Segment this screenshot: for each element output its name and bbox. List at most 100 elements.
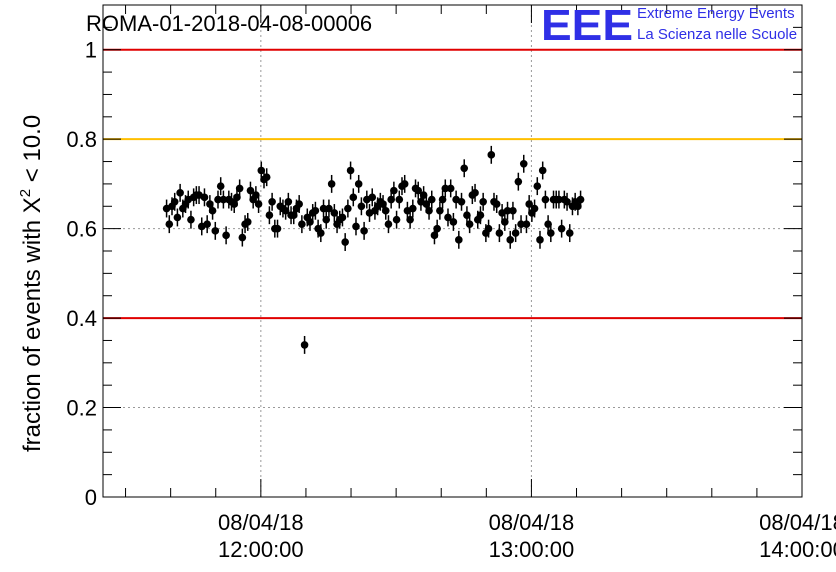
data-marker <box>387 195 395 204</box>
data-marker <box>525 200 533 208</box>
data-point <box>187 210 195 229</box>
data-point <box>338 208 347 227</box>
data-point <box>357 197 366 216</box>
data-marker <box>319 204 328 213</box>
data-marker <box>360 227 368 235</box>
data-point <box>344 199 352 218</box>
y-tick-label: 1 <box>85 38 97 63</box>
data-point <box>222 226 230 245</box>
data-point <box>214 190 222 209</box>
data-point <box>300 335 309 354</box>
data-marker <box>487 151 496 159</box>
data-marker <box>433 224 441 233</box>
data-marker <box>284 198 293 206</box>
data-point <box>298 215 306 234</box>
data-point <box>317 224 325 243</box>
data-point <box>538 161 547 180</box>
data-marker <box>252 191 260 199</box>
data-marker <box>243 218 252 226</box>
data-point <box>268 192 276 211</box>
data-marker <box>406 215 414 224</box>
data-point <box>243 212 252 231</box>
data-marker <box>522 220 531 228</box>
data-point <box>252 186 260 205</box>
data-point <box>519 154 528 173</box>
data-point <box>200 188 209 207</box>
data-point <box>530 199 539 218</box>
axis-ticks <box>103 4 803 498</box>
data-marker <box>170 198 179 206</box>
data-point <box>533 177 542 196</box>
y-axis-label-main: fraction of events with X <box>19 197 46 452</box>
data-points <box>162 145 585 354</box>
data-point <box>438 190 447 209</box>
data-point <box>536 230 544 249</box>
data-marker <box>219 195 228 204</box>
data-point <box>541 190 550 209</box>
data-point <box>506 230 515 249</box>
data-point <box>254 195 263 213</box>
data-marker <box>547 229 555 237</box>
data-marker <box>211 227 220 235</box>
data-marker <box>476 211 485 220</box>
data-marker <box>395 195 404 204</box>
data-marker <box>465 220 474 228</box>
data-point <box>503 201 512 220</box>
data-marker <box>346 166 355 175</box>
plot-frame <box>102 4 803 498</box>
data-marker <box>430 231 439 240</box>
data-marker <box>519 159 528 168</box>
data-point <box>487 145 496 164</box>
data-marker <box>265 211 274 220</box>
data-point <box>433 219 441 238</box>
data-marker <box>173 213 182 222</box>
data-point <box>511 224 520 243</box>
data-point <box>406 210 414 229</box>
data-point <box>557 219 566 238</box>
data-marker <box>354 180 363 188</box>
data-point <box>449 212 458 231</box>
data-marker <box>441 184 450 193</box>
data-marker <box>368 193 377 202</box>
data-point <box>327 174 336 193</box>
y-tick-label: 0 <box>85 485 97 510</box>
data-marker <box>557 224 566 233</box>
x-tick-labels: 08/04/1812:00:0008/04/1813:00:0008/04/18… <box>218 510 836 562</box>
data-point <box>203 215 211 234</box>
data-marker <box>200 193 209 202</box>
data-marker <box>206 200 214 208</box>
data-point <box>455 230 463 249</box>
data-point <box>211 221 220 240</box>
data-point <box>262 168 271 187</box>
data-marker <box>295 200 303 208</box>
data-marker <box>455 236 463 244</box>
data-marker <box>327 180 336 188</box>
data-marker <box>344 204 352 213</box>
data-marker <box>436 206 444 215</box>
data-marker <box>317 229 325 237</box>
data-marker <box>514 177 523 186</box>
data-point <box>235 179 244 198</box>
data-marker <box>501 218 509 226</box>
data-point <box>476 206 485 225</box>
eee-logo-mark: EEE <box>541 1 633 50</box>
chart-title: ROMA-01-2018-04-08-00006 <box>86 11 372 36</box>
eee-logo-line1: Extreme Energy Events <box>637 5 795 22</box>
data-marker <box>289 211 298 220</box>
data-point <box>495 224 504 243</box>
data-point <box>311 201 320 220</box>
data-point <box>484 219 493 238</box>
data-marker <box>422 200 431 208</box>
data-marker <box>352 222 360 231</box>
data-point <box>576 190 585 209</box>
data-point <box>387 190 395 209</box>
x-tick-label-time: 12:00:00 <box>218 537 304 562</box>
data-marker <box>574 202 582 211</box>
data-point <box>465 215 474 234</box>
data-point <box>547 224 555 243</box>
data-marker <box>341 238 349 246</box>
data-marker <box>381 206 390 215</box>
data-marker <box>563 198 571 206</box>
y-tick-label: 0.4 <box>66 306 97 331</box>
data-point <box>444 208 452 227</box>
